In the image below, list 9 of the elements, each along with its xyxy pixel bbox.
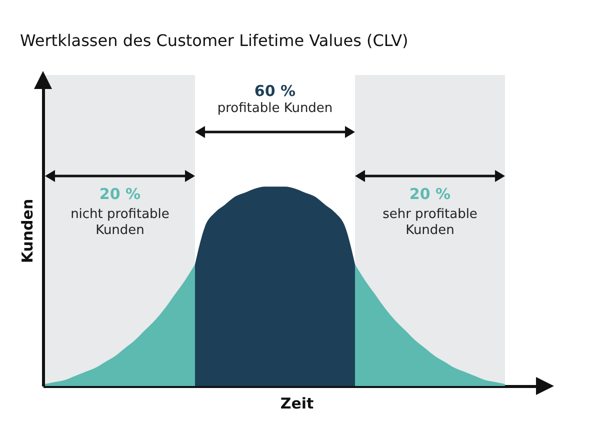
chart-title: Wertklassen des Customer Lifetime Values (CLV) [20,31,408,50]
text: 60 % [253,82,297,100]
y-axis-title: Kunden [18,198,36,264]
annotation: 20 % [98,185,142,203]
annotation: sehr profitable Kunden [382,207,478,239]
text: profitable Kunden [216,101,334,117]
annotation: 20 % [408,185,452,203]
x-axis-title: Zeit [280,394,314,412]
annotation: nicht profitable Kunden [70,207,170,239]
